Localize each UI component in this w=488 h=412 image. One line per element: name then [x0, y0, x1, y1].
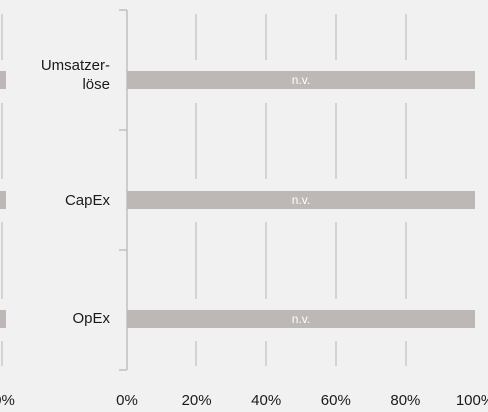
x-tick-label-2: 40%	[251, 392, 281, 409]
left-partial-bar-2	[0, 310, 6, 328]
data-label-2: n.v.	[292, 312, 310, 326]
x-tick-label-4: 80%	[390, 392, 420, 409]
left-partial-bar-0	[0, 71, 6, 89]
category-label-umsatzerloese-line: Umsatzer- löse	[40, 57, 110, 93]
category-label-capex: CapEx	[64, 192, 110, 209]
category-label-umsatzerloese: Umsatzer- löse	[41, 56, 110, 94]
bar-0	[127, 71, 475, 89]
x-tick-label-5: 100%	[456, 392, 488, 409]
x-tick-label-3: 60%	[321, 392, 351, 409]
bar-1	[127, 191, 475, 209]
bar-2	[127, 310, 475, 328]
category-label-opex: OpEx	[72, 310, 110, 327]
left-partial-bar-1	[0, 191, 6, 209]
left-partial-tick-label: 0%	[0, 392, 15, 409]
x-tick-label-0: 0%	[116, 392, 138, 409]
data-label-0: n.v.	[292, 73, 310, 87]
x-tick-label-1: 20%	[182, 392, 212, 409]
data-label-1: n.v.	[292, 193, 310, 207]
